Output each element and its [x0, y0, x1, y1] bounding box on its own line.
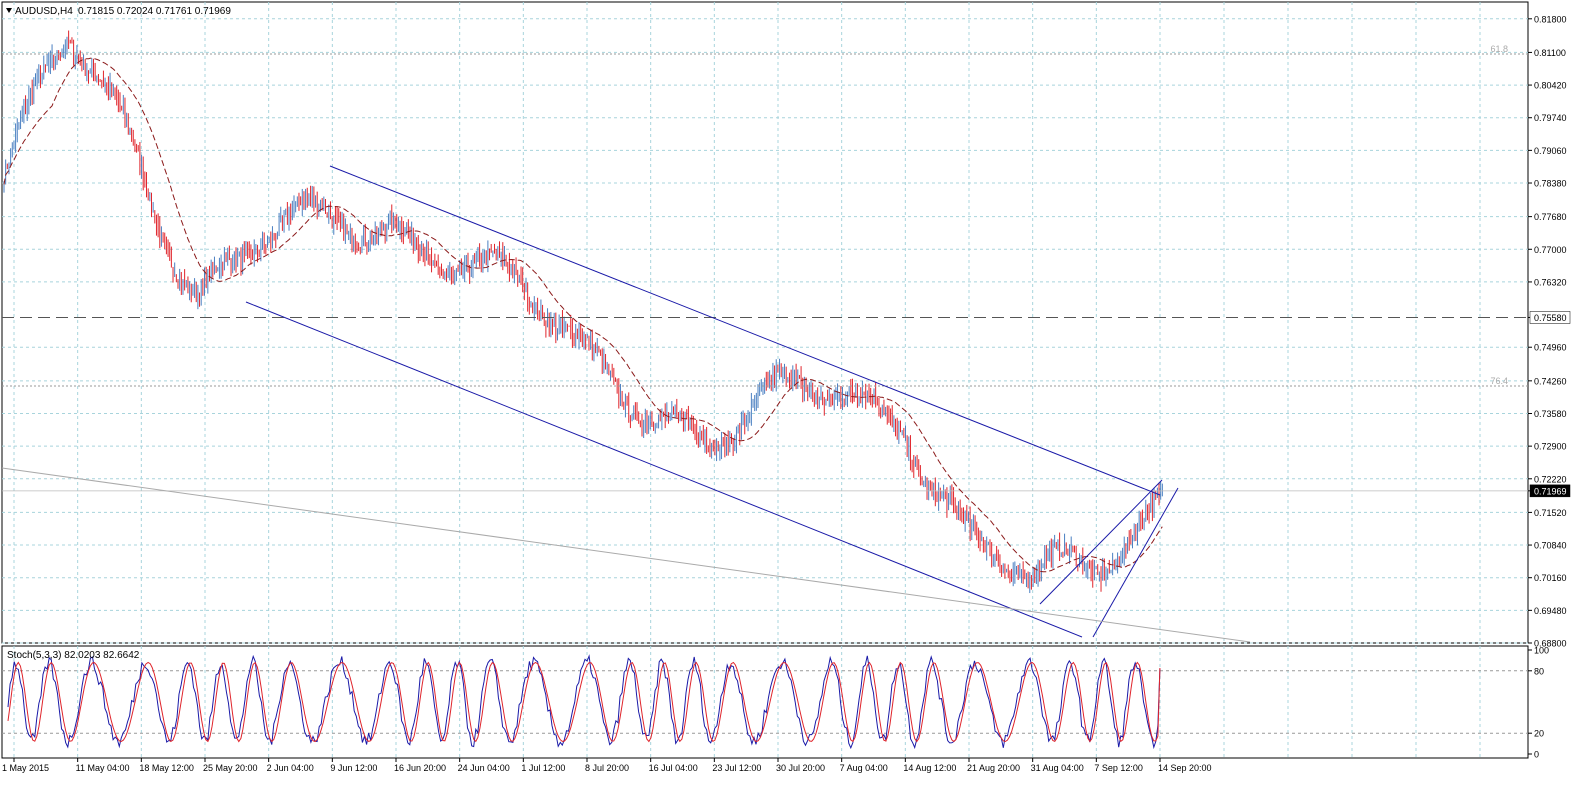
fib-label-upper: 61.8 [1490, 44, 1508, 54]
time-tick-label: 7 Sep 12:00 [1094, 763, 1143, 773]
chart-ohlc: 0.71815 0.72024 0.71761 0.71969 [78, 6, 231, 17]
stoch-tick-label: 100 [1534, 646, 1549, 656]
wedge-upper-line [1039, 479, 1163, 605]
axes: 0.81800 0.81100 0.80420 0.79740 0.79060 0.783… [2, 14, 1571, 773]
time-tick-label: 14 Sep 20:00 [1158, 763, 1212, 773]
time-tick-label: 24 Jun 04:00 [458, 763, 510, 773]
price-tick-label: 0.70160 [1534, 573, 1567, 583]
price-tick-label: 0.72900 [1534, 442, 1567, 452]
time-tick-label: 1 May 2015 [2, 763, 49, 773]
collapse-triangle-icon[interactable] [6, 8, 12, 13]
current-price-box [1529, 484, 1571, 498]
price-tick-label: 0.74960 [1534, 343, 1567, 353]
price-tick-label: 0.75580 [1534, 313, 1567, 323]
time-tick-label: 1 Jul 12:00 [521, 763, 565, 773]
wedge-lower-line [1092, 487, 1179, 638]
channel-lower-line [245, 301, 1083, 638]
price-tick-label: 0.69480 [1534, 606, 1567, 616]
stochastic-main-line [7, 654, 1161, 750]
price-tick-label: 0.77680 [1534, 212, 1567, 222]
price-tick-label: 0.77000 [1534, 245, 1567, 255]
time-tick-label: 31 Aug 04:00 [1031, 763, 1084, 773]
main-pane-frame [1, 1, 1529, 644]
time-tick-label: 9 Jun 12:00 [330, 763, 377, 773]
time-tick-label: 16 Jun 20:00 [394, 763, 446, 773]
price-tick-label: 0.81100 [1534, 48, 1566, 58]
time-tick-label: 18 May 12:00 [139, 763, 194, 773]
moving-average-line [3, 57, 1163, 573]
time-tick-label: 21 Aug 20:00 [967, 763, 1020, 773]
price-tick-label: 0.78380 [1534, 179, 1567, 189]
price-tick-label: 0.73580 [1534, 409, 1567, 419]
time-tick-label: 14 Aug 12:00 [903, 763, 956, 773]
time-tick-label: 7 Aug 04:00 [840, 763, 888, 773]
fib-label-lower: 76.4 [1490, 376, 1508, 386]
price-tick-label: 0.70840 [1534, 541, 1567, 551]
price-tick-label: 0.81800 [1534, 14, 1567, 24]
price-tick-label: 0.68800 [1534, 639, 1567, 649]
candles [3, 30, 1163, 594]
price-tick-label: 0.79740 [1534, 113, 1567, 123]
price-tick-label: 0.79060 [1534, 146, 1567, 156]
level-price-box [1529, 311, 1571, 324]
price-tick-label: 0.71520 [1534, 508, 1567, 518]
stoch-tick-label: 0 [1534, 750, 1539, 760]
time-tick-label: 25 May 20:00 [203, 763, 258, 773]
stochastic-signal-line [7, 661, 1161, 743]
overlays [1, 53, 1528, 643]
price-tick-label: 0.74260 [1534, 376, 1567, 386]
chart-symbol: AUDUSD,H4 [15, 6, 73, 17]
time-tick-label: 2 Jun 04:00 [267, 763, 314, 773]
price-tick-label: 0.80420 [1534, 81, 1567, 91]
time-tick-label: 30 Jul 20:00 [776, 763, 825, 773]
time-tick-label: 11 May 04:00 [76, 763, 130, 773]
time-tick-label: 16 Jul 04:00 [649, 763, 698, 773]
price-tick-label: 0.71969 [1534, 486, 1567, 496]
stoch-tick-label: 80 [1534, 666, 1544, 676]
stochastic-lines [7, 654, 1161, 750]
channel-upper-line [329, 165, 1161, 496]
price-tick-label: 0.76320 [1534, 277, 1567, 287]
price-tick-label: 0.72220 [1534, 474, 1567, 484]
grid [2, 2, 1528, 758]
time-tick-label: 8 Jul 20:00 [585, 763, 629, 773]
stochastic-header: Stoch(5,3,3) 82.0203 82.6642 [7, 650, 140, 661]
time-tick-label: 23 Jul 12:00 [712, 763, 761, 773]
stoch-tick-label: 20 [1534, 729, 1544, 739]
long-trend-line [1, 467, 1251, 643]
